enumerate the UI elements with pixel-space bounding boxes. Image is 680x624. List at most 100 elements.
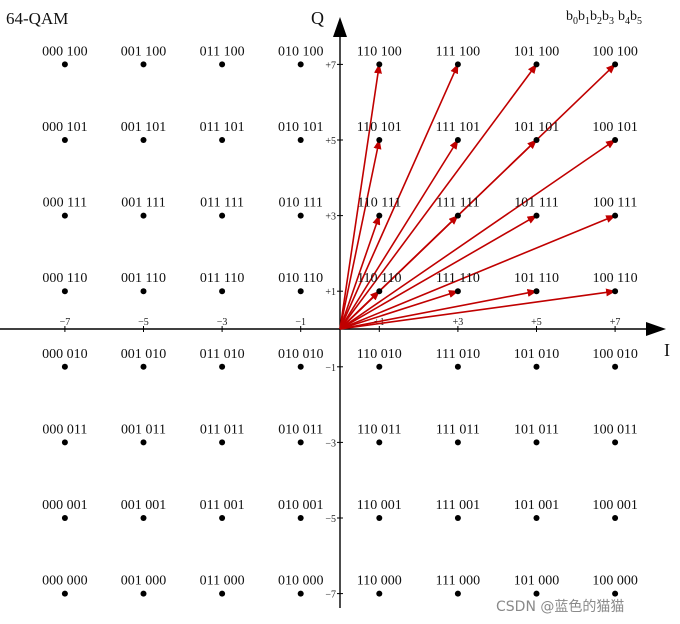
symbol-label: 101 000 [514, 574, 560, 589]
vector-arrow [339, 139, 616, 330]
constellation-point [61, 61, 68, 68]
symbol-label: 011 000 [200, 574, 245, 589]
constellation-point [533, 363, 540, 370]
vector-arrow [339, 63, 382, 330]
symbol-label: 100 101 [592, 120, 638, 135]
symbol-label: 100 000 [592, 574, 638, 589]
constellation-point [297, 288, 304, 295]
i-tick-label: +1 [374, 317, 385, 328]
constellation-point [454, 61, 461, 68]
constellation-point [297, 515, 304, 521]
constellation-point [61, 439, 68, 446]
symbol-label: 011 111 [200, 196, 244, 211]
constellation-point [376, 61, 383, 68]
bit-subscript: 4 [625, 16, 630, 27]
constellation-point [140, 515, 147, 521]
constellation-point [376, 439, 383, 446]
symbol-label: 000 010 [42, 347, 88, 362]
constellation-point [297, 590, 304, 597]
constellation-point [454, 212, 461, 219]
vector-arrow [339, 290, 459, 330]
i-axis-arrowhead [646, 322, 666, 336]
i-tick-label: +3 [453, 317, 464, 328]
axes-layer: −7 −5 −3 −1 +1 +3 +5 +7 +7 +5 +3 +1 −1 −3 −5 −7 [0, 17, 666, 608]
vector-arrow [339, 214, 538, 330]
i-tick-label: −1 [295, 317, 306, 328]
q-axis-label: Q [311, 8, 324, 28]
symbol-label: 110 101 [357, 120, 402, 135]
constellation-point [533, 288, 540, 295]
constellation-point [454, 590, 461, 597]
constellation-point [140, 363, 147, 370]
bit-subscript: 2 [597, 16, 602, 27]
q-tick-label: +5 [325, 136, 336, 147]
symbol-label: 001 000 [121, 574, 167, 589]
symbol-label: 011 100 [200, 44, 245, 59]
symbol-label: 010 010 [278, 347, 324, 362]
vector-arrow [339, 63, 538, 330]
constellation-point [297, 439, 304, 446]
symbol-label: 110 010 [357, 347, 402, 362]
bit-letter: b [618, 9, 625, 24]
diagram-title: 64-QAM [6, 9, 68, 28]
constellation-point [533, 590, 540, 597]
constellation-point [219, 363, 226, 370]
symbol-label: 100 111 [593, 196, 637, 211]
i-axis-ticks: −7 −5 −3 −1 +1 +3 +5 +7 [60, 317, 621, 332]
constellation-point [454, 515, 461, 521]
constellation-point [219, 515, 226, 521]
constellation-point [140, 61, 147, 68]
constellation-point [612, 288, 619, 295]
constellation-point [533, 212, 540, 219]
symbol-label: 100 001 [592, 498, 638, 513]
constellation-point [612, 212, 619, 219]
symbol-label: 001 010 [121, 347, 167, 362]
bit-subscript: 1 [585, 16, 590, 27]
constellation-point [533, 439, 540, 446]
constellation-point [140, 137, 147, 143]
constellation-point [533, 61, 540, 68]
symbol-label: 000 100 [42, 44, 88, 59]
symbol-label: 110 011 [357, 422, 401, 437]
constellation-point [61, 363, 68, 370]
vector-arrow [339, 214, 381, 330]
constellation-point [376, 515, 383, 521]
i-tick-label: +7 [610, 317, 621, 328]
constellation-point [140, 590, 147, 597]
constellation-point [61, 515, 68, 521]
bit-letter: b [602, 9, 609, 24]
q-tick-label: −7 [325, 590, 336, 601]
constellation-point [612, 439, 619, 446]
symbol-label: 100 110 [593, 271, 638, 286]
symbol-label: 000 000 [42, 574, 88, 589]
vector-arrow [339, 63, 459, 330]
q-tick-label: −1 [325, 363, 336, 374]
symbol-label: 111 101 [436, 120, 480, 135]
symbol-label: 010 100 [278, 44, 324, 59]
symbol-label: 001 101 [121, 120, 167, 135]
symbol-label: 111 010 [436, 347, 480, 362]
bit-subscript: 3 [609, 16, 614, 27]
constellation-point [61, 212, 68, 219]
symbol-label: 110 000 [357, 574, 402, 589]
symbol-label: 001 011 [121, 422, 166, 437]
symbol-label: 111 000 [436, 574, 480, 589]
constellation-point [219, 137, 226, 143]
vector-arrow [339, 290, 381, 330]
q-axis-ticks: +7 +5 +3 +1 −1 −3 −5 −7 [325, 60, 343, 601]
symbol-label: 110 111 [357, 196, 401, 211]
vector-arrow [339, 214, 617, 330]
constellation-point [297, 363, 304, 370]
symbol-label: 111 001 [436, 498, 480, 513]
symbol-label: 101 001 [514, 498, 560, 513]
constellation-point [533, 137, 540, 143]
symbol-label: 001 100 [121, 44, 167, 59]
symbol-label: 000 110 [42, 271, 87, 286]
constellation-point [376, 212, 383, 219]
constellation-point [61, 288, 68, 295]
symbol-label: 010 001 [278, 498, 324, 513]
q-tick-label: +1 [325, 287, 336, 298]
bit-letter: b [566, 9, 573, 24]
q-tick-label: +7 [325, 60, 336, 71]
